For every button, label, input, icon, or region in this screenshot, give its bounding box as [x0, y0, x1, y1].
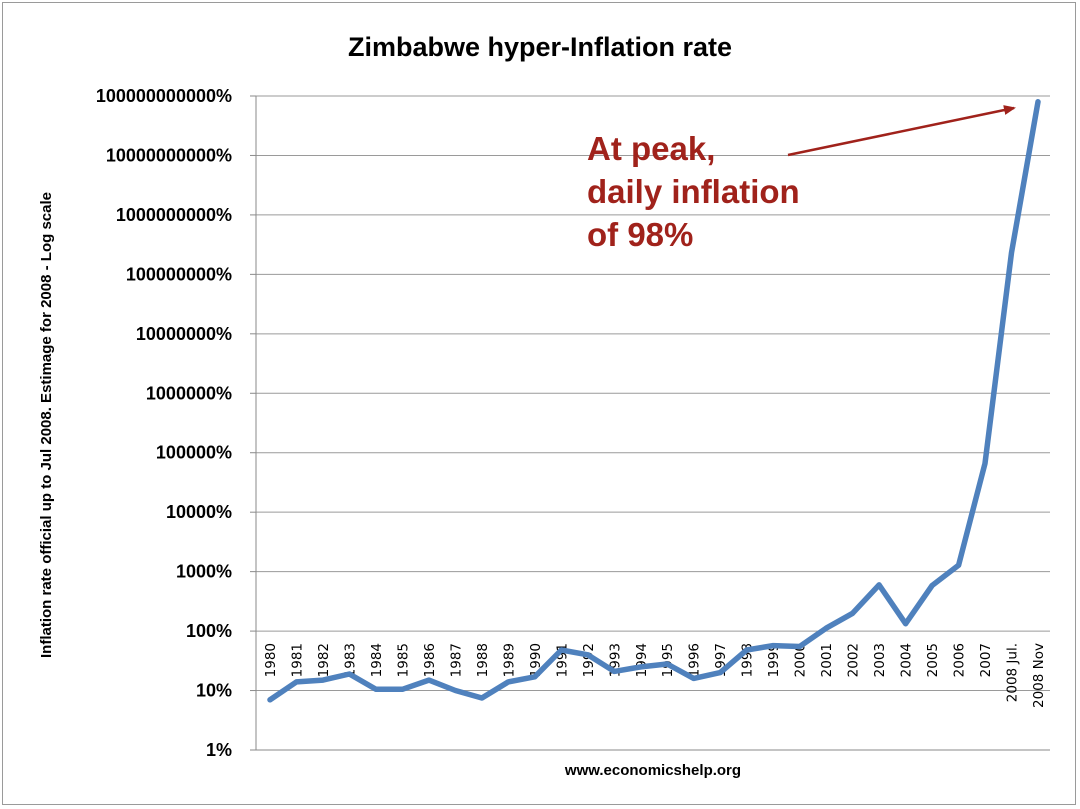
- data-point: [956, 562, 962, 568]
- data-point: [452, 688, 458, 693]
- x-tick-label: 2007: [978, 643, 994, 677]
- x-tick-label: 1982: [316, 643, 332, 677]
- data-point: [294, 679, 299, 685]
- y-axis-label: Inflation rate official up to Jul 2008. …: [38, 192, 55, 658]
- x-tick-label: 2004: [899, 643, 915, 677]
- y-axis-ticks: 1% 10% 100% 1000% 10000% 100000% 1000000% 10000…: [96, 86, 232, 760]
- data-point: [770, 643, 776, 649]
- y-tick-label: 1000000000%: [116, 205, 232, 225]
- chart-title: Zimbabwe hyper-Inflation rate: [348, 32, 732, 62]
- data-point: [876, 582, 882, 588]
- annotation-line-2: daily inflation: [587, 173, 800, 210]
- y-tick-label: 100000000000%: [96, 86, 232, 106]
- x-tick-label: 2006: [952, 643, 968, 677]
- data-point: [664, 661, 670, 667]
- data-point: [611, 668, 617, 674]
- x-tick-label: 2000: [793, 643, 809, 677]
- data-point: [532, 674, 538, 680]
- data-point: [320, 677, 326, 683]
- x-tick-label: 1989: [501, 643, 517, 677]
- y-tick-label: 10000000%: [136, 324, 232, 344]
- x-axis-ticks: 1980 1981 1982 1983 1984 1985 1986 1987 1988 1989…: [263, 643, 1047, 708]
- x-tick-label: 1980: [263, 643, 279, 677]
- x-tick-label: 1986: [422, 643, 438, 677]
- x-tick-label: 1981: [289, 643, 305, 677]
- x-tick-label: 2005: [925, 643, 941, 677]
- x-tick-label: 2008 Nov: [1031, 643, 1047, 708]
- data-point: [638, 664, 644, 670]
- data-point: [929, 583, 935, 588]
- peak-annotation: At peak, daily inflation of 98%: [587, 105, 1016, 253]
- x-tick-label: 1999: [766, 643, 782, 677]
- data-point: [585, 652, 591, 658]
- y-tick-label: 1%: [206, 740, 232, 760]
- y-tick-label: 10000%: [166, 502, 232, 522]
- data-point: [744, 647, 750, 653]
- data-point: [797, 644, 803, 649]
- y-tick-label: 100000000%: [126, 264, 232, 284]
- x-tick-label: 2001: [819, 643, 835, 677]
- data-point: [903, 621, 909, 627]
- data-point: [1009, 250, 1014, 256]
- data-point: [850, 610, 856, 616]
- data-point: [982, 460, 988, 466]
- x-tick-label: 1994: [634, 643, 650, 677]
- x-tick-label: 2002: [846, 643, 862, 677]
- x-tick-label: 1987: [448, 643, 464, 677]
- data-point: [1035, 99, 1041, 105]
- x-axis-label: www.economicshelp.org: [564, 762, 741, 779]
- data-point: [399, 686, 405, 692]
- data-point: [505, 679, 511, 685]
- x-tick-label: 1988: [475, 643, 491, 677]
- data-point: [267, 697, 273, 703]
- annotation-line-1: At peak,: [587, 130, 715, 167]
- x-tick-label: 1984: [369, 643, 385, 677]
- annotation-line-3: of 98%: [587, 216, 693, 253]
- data-point: [426, 677, 432, 683]
- x-tick-label: 1996: [687, 643, 703, 677]
- x-tick-label: 1995: [660, 643, 676, 677]
- x-tick-label: 2003: [872, 643, 888, 677]
- y-tick-label: 100%: [186, 621, 232, 641]
- x-tick-label: 1983: [342, 643, 358, 677]
- annotation-arrow: [787, 105, 1016, 157]
- data-point: [346, 671, 352, 677]
- data-point: [823, 625, 829, 631]
- series-layer: [267, 99, 1041, 703]
- series-line: [267, 99, 1041, 703]
- data-point: [479, 695, 485, 701]
- y-tick-label: 10%: [196, 681, 232, 701]
- x-tick-label: 2008 Jul.: [1005, 643, 1021, 702]
- y-tick-label: 10000000000%: [106, 145, 232, 165]
- data-point: [373, 686, 379, 692]
- x-tick-label: 1985: [395, 643, 411, 677]
- y-tick-label: 100000%: [156, 443, 232, 463]
- data-point: [558, 647, 564, 653]
- data-point: [691, 675, 697, 681]
- y-tick-label: 1000000%: [146, 383, 232, 403]
- y-tick-label: 1000%: [176, 562, 232, 582]
- data-point: [717, 670, 723, 676]
